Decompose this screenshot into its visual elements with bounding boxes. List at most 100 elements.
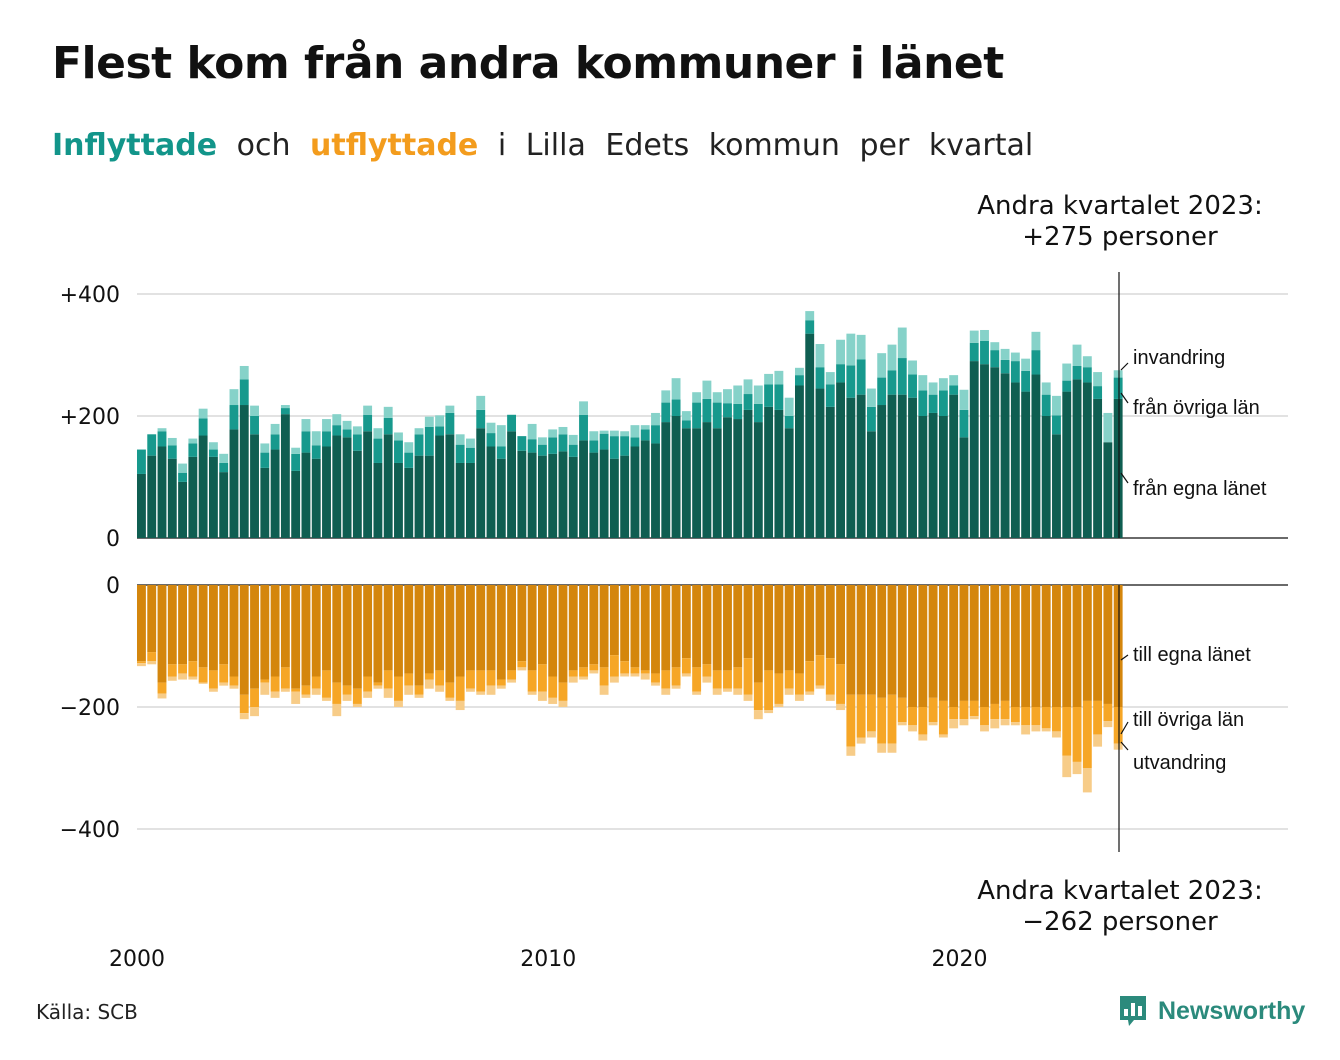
bar-fran-ovriga-lan — [424, 426, 434, 456]
bar-till-ovriga-lan — [496, 679, 506, 686]
bar-till-ovriga-lan — [784, 670, 794, 689]
bar-invandring — [836, 339, 846, 365]
bar-utvandring — [764, 710, 774, 714]
bar-invandring — [579, 401, 588, 415]
bar-till-ovriga-lan — [157, 682, 167, 694]
bar-utvandring — [260, 682, 270, 695]
bar-fran-egna-lanet — [609, 458, 619, 538]
bar-till-egna-lanet — [671, 585, 681, 668]
bar-invandring — [784, 397, 794, 416]
chart-title: Flest kom från andra kommuner i länet — [52, 38, 1004, 89]
bar-fran-egna-lanet — [414, 455, 424, 538]
bar-invandring — [250, 405, 259, 416]
bar-invandring — [229, 389, 239, 406]
bar-till-ovriga-lan — [1010, 707, 1020, 723]
bar-invandring — [825, 372, 835, 385]
bar-utvandring — [167, 676, 177, 681]
bar-till-egna-lanet — [208, 585, 218, 671]
bar-fran-ovriga-lan — [784, 416, 794, 429]
bar-till-ovriga-lan — [1113, 707, 1123, 744]
bar-fran-ovriga-lan — [394, 440, 403, 463]
bar-till-ovriga-lan — [394, 676, 403, 701]
bar-till-egna-lanet — [1000, 585, 1010, 701]
bar-till-egna-lanet — [1082, 585, 1092, 701]
bar-fran-egna-lanet — [1021, 391, 1031, 538]
bar-utvandring — [435, 685, 445, 692]
bar-invandring — [723, 389, 732, 404]
bar-fran-ovriga-lan — [517, 436, 527, 451]
bar-fran-egna-lanet — [733, 419, 743, 538]
bar-fran-egna-lanet — [918, 416, 928, 538]
bar-fran-egna-lanet — [322, 446, 331, 538]
bar-utvandring — [455, 700, 465, 711]
bar-fran-egna-lanet — [507, 431, 517, 538]
bar-till-ovriga-lan — [383, 670, 393, 689]
bar-fran-ovriga-lan — [815, 367, 825, 389]
bar-till-ovriga-lan — [661, 670, 671, 689]
bar-till-egna-lanet — [291, 585, 301, 689]
bar-till-egna-lanet — [784, 585, 794, 671]
bar-till-egna-lanet — [147, 585, 157, 653]
bar-fran-egna-lanet — [723, 417, 732, 538]
bar-till-ovriga-lan — [1052, 707, 1061, 732]
bar-utvandring — [1031, 725, 1041, 732]
bar-till-egna-lanet — [702, 585, 712, 665]
bar-fran-egna-lanet — [579, 440, 588, 538]
bar-till-ovriga-lan — [527, 670, 537, 692]
bar-till-ovriga-lan — [702, 664, 712, 677]
bar-fran-egna-lanet — [897, 394, 907, 538]
bar-fran-egna-lanet — [630, 446, 640, 538]
bar-fran-egna-lanet — [877, 405, 887, 538]
bar-till-egna-lanet — [280, 585, 290, 668]
x-axis-labels: 2000 2010 2020 — [109, 947, 988, 972]
bar-fran-ovriga-lan — [527, 439, 537, 453]
bar-fran-egna-lanet — [435, 435, 445, 538]
bar-till-ovriga-lan — [805, 661, 815, 692]
bar-till-egna-lanet — [651, 585, 660, 674]
bar-invandring — [661, 390, 671, 403]
bar-utvandring — [784, 688, 794, 695]
bar-invandring — [527, 423, 537, 440]
annotations: Andra kvartalet 2023:+275 personerAndra … — [977, 191, 1267, 937]
bar-till-egna-lanet — [733, 585, 743, 668]
bar-till-egna-lanet — [137, 585, 146, 662]
subtitle-word: i — [497, 128, 507, 163]
bar-invandring — [908, 360, 917, 375]
bar-fran-egna-lanet — [1072, 379, 1082, 538]
bar-till-ovriga-lan — [1031, 707, 1041, 726]
bar-utvandring — [466, 688, 475, 692]
bar-fran-egna-lanet — [764, 406, 774, 538]
subtitle-word: per — [859, 128, 910, 163]
bar-utvandring — [527, 691, 537, 695]
bar-till-ovriga-lan — [1041, 707, 1051, 729]
bar-till-ovriga-lan — [1021, 707, 1031, 726]
bar-utvandring — [661, 688, 671, 695]
bar-invandring — [198, 408, 208, 419]
bar-till-egna-lanet — [795, 585, 804, 674]
bar-till-ovriga-lan — [280, 667, 290, 689]
bar-invandring — [949, 375, 959, 386]
bar-invandring — [1062, 363, 1072, 381]
bar-fran-egna-lanet — [558, 451, 568, 538]
bar-fran-egna-lanet — [537, 455, 547, 538]
bar-fran-ovriga-lan — [825, 384, 835, 407]
bar-invandring — [743, 379, 753, 395]
bar-till-ovriga-lan — [712, 670, 722, 689]
bar-till-ovriga-lan — [311, 676, 321, 689]
chart-subtitle: Inflyttade och utflyttade i Lilla Edets … — [52, 128, 1043, 163]
bar-fran-ovriga-lan — [1031, 350, 1041, 375]
bar-till-egna-lanet — [311, 585, 321, 677]
bar-fran-ovriga-lan — [291, 453, 301, 471]
bar-fran-egna-lanet — [620, 455, 630, 538]
bar-till-egna-lanet — [1031, 585, 1041, 707]
bar-fran-egna-lanet — [959, 437, 969, 538]
bar-utvandring — [651, 682, 660, 686]
bar-till-ovriga-lan — [897, 697, 907, 723]
bar-fran-egna-lanet — [250, 434, 259, 538]
bar-fran-egna-lanet — [1093, 398, 1103, 538]
bar-till-egna-lanet — [188, 585, 198, 662]
bar-invandring — [291, 447, 301, 454]
bar-fran-ovriga-lan — [733, 403, 743, 420]
bar-invandring — [352, 426, 362, 435]
bar-utvandring — [825, 694, 835, 701]
